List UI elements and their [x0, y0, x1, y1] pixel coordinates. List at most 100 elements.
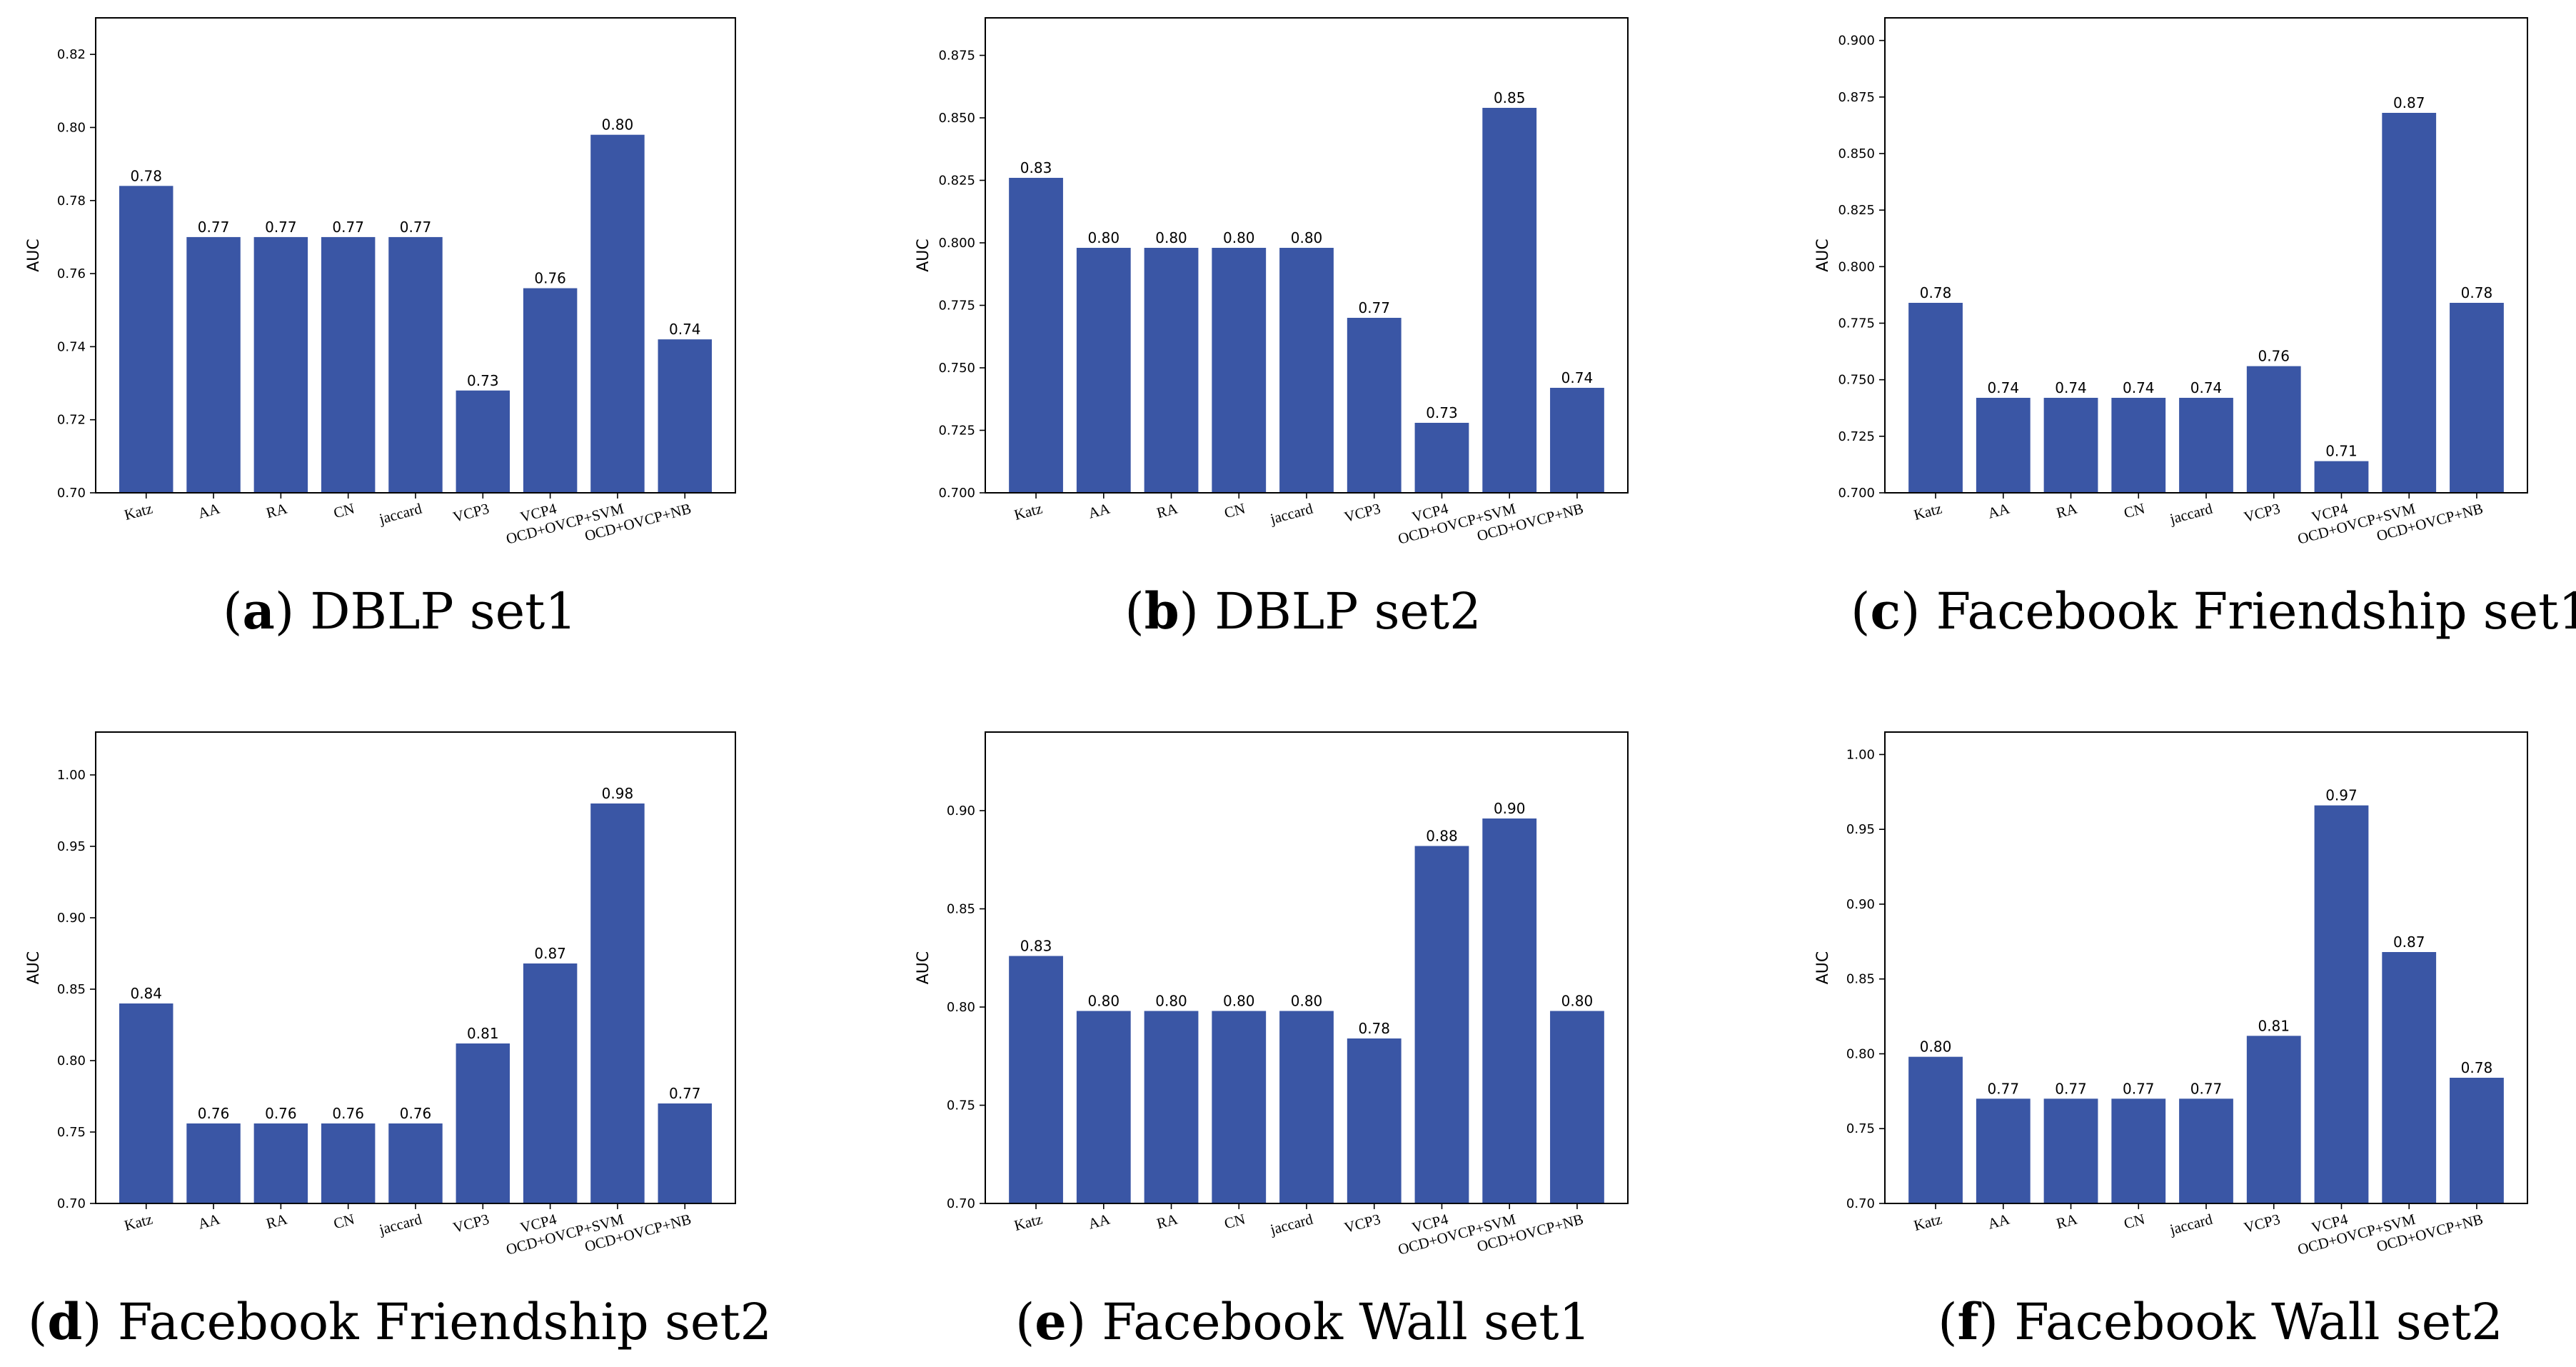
plot-frame	[1884, 17, 2528, 494]
bar-OCD+OVCP+SVM	[1482, 818, 1537, 1203]
y-axis-label: AUC	[1814, 951, 1832, 985]
y-axis-label: AUC	[1814, 239, 1832, 272]
x-tick-label: jaccard	[2168, 1211, 2215, 1238]
caption-paren-open: (	[1938, 1293, 1957, 1351]
panel-caption: (d) Facebook Friendship set2	[28, 1292, 772, 1351]
bar-value-label: 0.88	[1426, 828, 1458, 845]
x-tick-label: Katz	[123, 1211, 155, 1234]
bar-CN	[1212, 1011, 1267, 1203]
bar-value-label: 0.78	[1920, 284, 1952, 301]
caption-paren-open: (	[223, 582, 242, 641]
bar-value-label: 0.76	[534, 270, 566, 287]
bar-value-label: 0.77	[669, 1085, 701, 1102]
bar-value-label: 0.80	[1561, 993, 1594, 1010]
bar-value-label: 0.73	[1426, 404, 1458, 421]
bar-value-label: 0.78	[2461, 1059, 2493, 1076]
bar-value-label: 0.78	[130, 167, 162, 184]
bar-RA	[2043, 398, 2098, 493]
x-tick-label: AA	[1087, 499, 1112, 521]
x-tick-label: RA	[2054, 1210, 2079, 1232]
plot-frame	[95, 731, 736, 1204]
bar-value-label: 0.80	[602, 116, 634, 134]
bar-RA	[2043, 1098, 2098, 1203]
bar-AA	[186, 1123, 241, 1203]
bar-value-label: 0.80	[1223, 229, 1255, 246]
y-tick-label: 0.95	[1846, 822, 1875, 837]
bar-value-label: 0.74	[2055, 379, 2087, 396]
y-tick-label: 0.700	[938, 486, 975, 501]
x-tick-label: CN	[332, 1211, 356, 1233]
bar-OCD+OVCP+NB	[2450, 1078, 2504, 1203]
bar-value-label: 0.80	[1223, 993, 1255, 1010]
x-tick-label: CN	[332, 500, 356, 522]
caption-title: Facebook Friendship set1	[1936, 582, 2576, 641]
chart-panel-f: 0.70 0.75 0.80 0.85 0.90 0.95 1.00 AUC 0.80 Katz 0…	[1814, 731, 2528, 1351]
bar-value-label: 0.77	[1358, 299, 1390, 316]
caption-letter: d	[47, 1292, 82, 1351]
bar-AA	[1076, 1011, 1131, 1203]
bar-AA	[1076, 248, 1131, 493]
x-tick-label: CN	[1222, 1211, 1247, 1233]
x-tick-label: Katz	[1012, 1211, 1045, 1234]
bar-OCD+OVCP+NB	[2450, 303, 2504, 493]
x-tick-label: VCP3	[2242, 500, 2282, 526]
bar-value-label: 0.71	[2325, 443, 2358, 460]
bar-VCP4	[2314, 805, 2369, 1203]
bar-value-label: 0.87	[534, 945, 566, 962]
bar-value-label: 0.90	[1494, 800, 1526, 817]
bar-value-label: 0.83	[1020, 159, 1052, 176]
bar-value-label: 0.85	[1494, 89, 1526, 106]
chart-panel-e: 0.70 0.75 0.80 0.85 0.90 AUC 0.83 Katz 0.80 AA 0.8…	[915, 731, 1629, 1351]
panel-caption: (c) Facebook Friendship set1	[1851, 581, 2576, 641]
x-tick-label: AA	[1087, 1210, 1112, 1232]
bar-value-label: 0.97	[2325, 787, 2358, 804]
bar-VCP3	[1347, 1038, 1402, 1203]
bar-value-label: 0.77	[2055, 1080, 2087, 1097]
y-tick-label: 0.75	[947, 1098, 975, 1113]
x-tick-label: Katz	[1912, 1211, 1944, 1234]
bar-value-label: 0.74	[669, 321, 701, 338]
x-tick-label: Katz	[123, 500, 155, 524]
bar-Katz	[1009, 956, 1063, 1203]
y-tick-label: 0.80	[57, 120, 86, 135]
bar-value-label: 0.80	[1291, 993, 1323, 1010]
bar-VCP3	[2246, 1036, 2301, 1203]
plot-frame	[95, 17, 736, 494]
bar-value-label: 0.74	[1561, 369, 1594, 386]
y-tick-label: 0.825	[1838, 203, 1875, 218]
x-tick-label: RA	[264, 1210, 289, 1232]
y-tick-label: 0.875	[938, 49, 975, 64]
y-tick-label: 0.70	[1846, 1196, 1875, 1211]
y-tick-label: 0.70	[57, 486, 86, 501]
bar-VCP3	[456, 390, 510, 493]
bar-value-label: 0.76	[198, 1105, 230, 1122]
bar-value-label: 0.76	[400, 1105, 432, 1122]
caption-paren-close: )	[1179, 582, 1215, 641]
bar-value-label: 0.76	[2258, 348, 2290, 365]
bar-Katz	[1009, 178, 1063, 493]
x-tick-label: CN	[1222, 500, 1247, 522]
y-tick-label: 0.775	[938, 299, 975, 314]
x-tick-label: Katz	[1912, 500, 1944, 524]
x-tick-label: VCP3	[2242, 1211, 2282, 1236]
bar-value-label: 0.77	[2123, 1080, 2155, 1097]
y-tick-label: 0.900	[1838, 34, 1875, 49]
y-tick-label: 0.825	[938, 174, 975, 189]
bar-value-label: 0.78	[2461, 284, 2493, 301]
bar-VCP3	[1347, 318, 1402, 493]
caption-paren-close: )	[275, 582, 311, 641]
caption-paren-open: (	[1851, 582, 1870, 641]
y-axis-label: AUC	[25, 951, 43, 985]
bar-CN	[321, 1123, 376, 1203]
x-tick-label: CN	[2122, 1211, 2146, 1233]
y-tick-label: 0.70	[947, 1196, 975, 1211]
bar-OCD+OVCP+SVM	[590, 134, 645, 493]
bar-jaccard	[388, 236, 443, 493]
y-tick-label: 0.72	[57, 413, 86, 428]
panel-caption: (a) DBLP set1	[223, 581, 577, 641]
bar-OCD+OVCP+SVM	[1482, 108, 1537, 493]
y-tick-label: 0.85	[57, 982, 86, 997]
y-tick-label: 0.800	[1838, 259, 1875, 274]
bar-value-label: 0.80	[1920, 1038, 1952, 1056]
